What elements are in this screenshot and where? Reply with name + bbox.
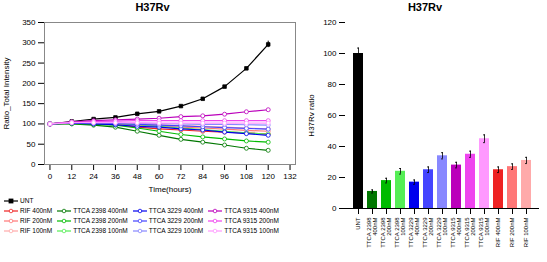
svg-text:60: 60 (155, 172, 164, 181)
svg-text:TTCA 2398400nM: TTCA 2398400nM (366, 217, 378, 248)
html-text:TTCA 2398 100nM: TTCA 2398 100nM (73, 227, 128, 234)
svg-text:0: 0 (332, 204, 337, 213)
html-text:TTCA 2398 400nM: TTCA 2398 400nM (73, 207, 128, 214)
html-text:TTCA 9315 200nM: TTCA 9315 200nM (224, 217, 279, 224)
svg-text:0: 0 (31, 160, 36, 169)
html-text:TTCA 3229 200nM: TTCA 3229 200nM (148, 217, 204, 224)
html-text:RIF 400nM: RIF 400nM (20, 207, 53, 214)
html-text:TTCA 9315 100nM: TTCA 9315 100nM (224, 227, 279, 234)
html-text:TTCA 3229 400nM: TTCA 3229 400nM (148, 207, 204, 214)
svg-text:40: 40 (328, 142, 337, 151)
svg-text:RIF 100nM: RIF 100nM (523, 218, 529, 248)
svg-text:TTCA 3229400nM: TTCA 3229400nM (408, 217, 420, 248)
svg-text:TTCA 3229100nM: TTCA 3229100nM (436, 217, 448, 248)
svg-text:TTCA 9315400nM: TTCA 9315400nM (450, 217, 462, 248)
svg-text:150: 150 (22, 99, 36, 108)
html-text:UNT: UNT (20, 197, 34, 204)
svg-text:TTCA 3229200nM: TTCA 3229200nM (422, 217, 434, 248)
svg-text:0: 0 (48, 172, 53, 181)
svg-text:80: 80 (328, 80, 337, 89)
html-text:TTCA 3229 100nM: TTCA 3229 100nM (148, 227, 204, 234)
svg-text:250: 250 (22, 59, 36, 68)
html-text:TTCA 2398 200nM: TTCA 2398 200nM (73, 217, 128, 224)
svg-text:108: 108 (240, 172, 254, 181)
svg-text:TTCA 9315200nM: TTCA 9315200nM (464, 217, 476, 248)
svg-text:36: 36 (111, 172, 120, 181)
svg-text:TTCA 2398200nM: TTCA 2398200nM (380, 217, 392, 248)
svg-text:120: 120 (262, 172, 276, 181)
html-text:H37Rv: H37Rv (135, 1, 170, 13)
svg-text:100: 100 (323, 49, 337, 58)
html-text:TTCA 9315 400nM: TTCA 9315 400nM (224, 207, 279, 214)
svg-text:TTCA 2398100nM: TTCA 2398100nM (394, 217, 406, 248)
svg-text:Time(hours): Time(hours) (149, 185, 192, 194)
svg-text:TTCA 9315100nM: TTCA 9315100nM (478, 217, 490, 248)
svg-text:RIF 400nM: RIF 400nM (495, 218, 501, 248)
svg-text:300: 300 (22, 38, 36, 47)
svg-text:72: 72 (176, 172, 185, 181)
svg-text:RIF 200nM: RIF 200nM (509, 218, 515, 248)
svg-text:50: 50 (27, 140, 36, 149)
svg-text:84: 84 (198, 172, 207, 181)
svg-text:H37Rv ratio: H37Rv ratio (307, 94, 316, 137)
svg-text:60: 60 (328, 111, 337, 120)
svg-text:350: 350 (22, 18, 36, 27)
html-text:RIF 100nM: RIF 100nM (20, 227, 53, 234)
svg-text:12: 12 (67, 172, 76, 181)
svg-text:100: 100 (22, 119, 36, 128)
svg-text:200: 200 (22, 79, 36, 88)
html-text:H37Rv: H37Rv (407, 1, 443, 13)
svg-text:UNT: UNT (355, 217, 361, 230)
svg-text:120: 120 (323, 18, 337, 27)
html-text:RIF 200nM: RIF 200nM (20, 217, 53, 224)
svg-text:48: 48 (133, 172, 142, 181)
svg-text:96: 96 (220, 172, 229, 181)
svg-text:24: 24 (89, 172, 98, 181)
svg-text:20: 20 (328, 173, 337, 182)
svg-text:132: 132 (283, 172, 297, 181)
svg-text:Ratio_Total Intensity: Ratio_Total Intensity (2, 57, 11, 129)
